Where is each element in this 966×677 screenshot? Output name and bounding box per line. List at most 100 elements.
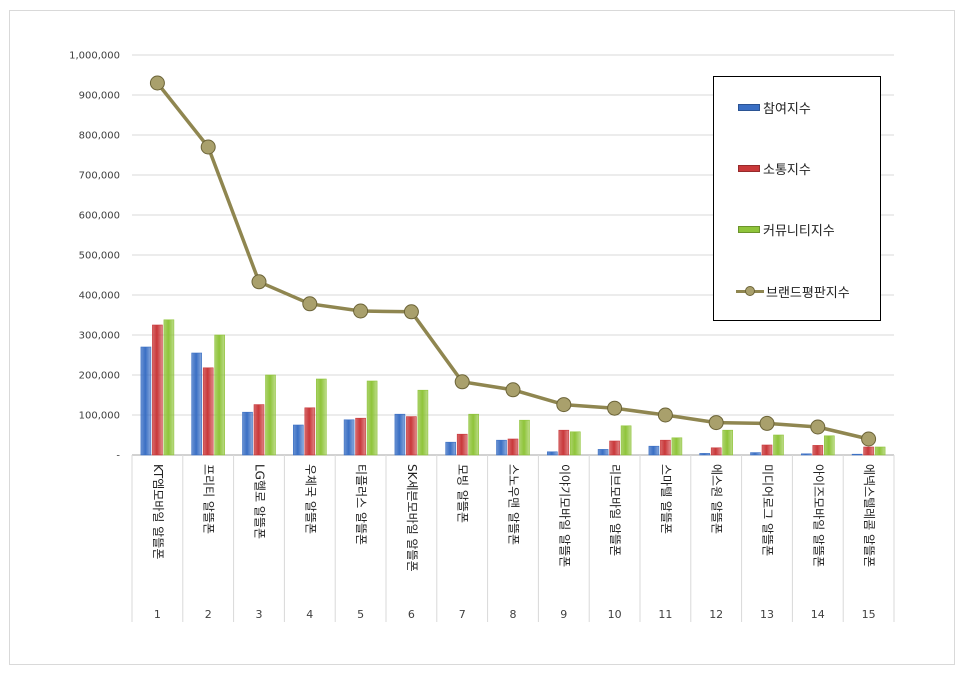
bar-1-8	[558, 429, 570, 456]
legend-label-community: 커뮤니티지수	[763, 223, 835, 239]
brand-reputation-point-13	[810, 419, 826, 435]
bar-0-10	[648, 445, 660, 456]
rank-label: 14	[811, 608, 825, 621]
bar-0-6	[445, 441, 457, 456]
bar-1-2	[253, 404, 265, 456]
y-tick-label: 800,000	[79, 131, 120, 142]
rank-label: 9	[560, 608, 567, 621]
bar-0-7	[496, 439, 507, 456]
bar-2-5	[417, 389, 429, 456]
rank-label: 12	[709, 608, 723, 621]
category-label: 미디어로그 알뜰폰	[761, 464, 775, 556]
bar-1-4	[355, 417, 366, 456]
legend-swatch-community	[738, 225, 760, 233]
rank-label: 2	[205, 608, 212, 621]
bar-0-9	[597, 449, 609, 456]
bar-0-4	[343, 419, 355, 456]
legend-label-communication: 소통지수	[763, 162, 811, 178]
bar-1-6	[456, 433, 468, 456]
bar-2-1	[214, 334, 225, 456]
bar-1-11	[710, 447, 722, 456]
category-label: LG헬로 알뜰폰	[253, 464, 267, 539]
category-label: 아이즈모바일 알뜰폰	[811, 464, 825, 567]
y-tick-label: 900,000	[79, 91, 120, 102]
brand-reputation-point-14	[861, 431, 877, 447]
bar-0-5	[394, 413, 406, 456]
category-label: 스마텔 알뜰폰	[659, 464, 673, 534]
y-tick-label: 700,000	[79, 171, 120, 182]
chart-legend: 참여지수 소통지수 커뮤니티지수 브랜드평판지수	[713, 76, 881, 321]
brand-reputation-point-0	[149, 75, 165, 91]
brand-reputation-point-11	[708, 415, 724, 431]
bar-2-6	[468, 413, 480, 456]
bar-0-13	[800, 453, 812, 456]
brand-reputation-point-2	[251, 274, 267, 290]
legend-swatch-participation	[738, 103, 760, 111]
y-tick-label: 1,000,000	[69, 51, 120, 62]
legend-swatch-brand-reputation	[736, 285, 764, 297]
y-tick-label: -	[116, 451, 120, 462]
y-tick-label: 500,000	[79, 251, 120, 262]
category-label: 모빙 알뜰폰	[456, 464, 470, 523]
bar-1-1	[202, 367, 214, 456]
bar-1-3	[304, 407, 316, 456]
bar-0-2	[242, 411, 253, 456]
brand-reputation-point-7	[505, 382, 521, 398]
category-label: 리브모바일 알뜰폰	[608, 464, 622, 556]
rank-label: 10	[608, 608, 622, 621]
brand-reputation-point-3	[302, 296, 318, 312]
rank-label: 8	[510, 608, 517, 621]
rank-label: 4	[306, 608, 313, 621]
bar-0-3	[292, 424, 304, 456]
bar-2-13	[823, 435, 835, 456]
category-label: 프리티 알뜰폰	[202, 464, 216, 534]
bar-2-12	[773, 434, 784, 456]
bar-1-14	[863, 446, 874, 456]
rank-label: 3	[256, 608, 263, 621]
category-label: KT엠모바일 알뜰폰	[151, 464, 165, 559]
bar-2-4	[366, 380, 378, 456]
bar-0-12	[750, 452, 761, 456]
legend-label-participation: 참여지수	[763, 101, 811, 117]
bar-0-0	[140, 346, 152, 456]
bar-2-11	[722, 429, 734, 456]
bar-0-14	[851, 453, 863, 456]
bar-2-8	[569, 431, 581, 456]
legend-item-community: 커뮤니티지수	[714, 219, 835, 239]
legend-item-participation: 참여지수	[714, 97, 811, 117]
bar-2-3	[315, 378, 327, 456]
bar-1-12	[761, 444, 773, 456]
y-tick-label: 100,000	[79, 411, 120, 422]
category-label: 우체국 알뜰폰	[303, 464, 317, 534]
bar-2-2	[265, 374, 276, 456]
brand-reputation-point-6	[454, 374, 470, 390]
bar-2-9	[620, 425, 632, 456]
brand-reputation-point-1	[200, 139, 216, 155]
brand-reputation-point-8	[556, 397, 572, 413]
rank-label: 6	[408, 608, 415, 621]
bar-0-8	[546, 451, 558, 456]
bar-2-0	[163, 319, 175, 456]
y-tick-label: 400,000	[79, 291, 120, 302]
rank-label: 11	[658, 608, 672, 621]
y-tick-label: 200,000	[79, 371, 120, 382]
category-label: 스노우맨 알뜰폰	[507, 464, 521, 545]
bar-1-10	[660, 439, 671, 456]
category-label: SK세븐모바일 알뜰폰	[405, 464, 419, 572]
bar-2-10	[671, 437, 683, 456]
legend-item-brand-reputation: 브랜드평판지수	[714, 281, 850, 301]
bar-0-1	[191, 352, 202, 456]
brand-reputation-point-9	[607, 400, 623, 416]
brand-reputation-point-10	[657, 407, 673, 423]
legend-item-communication: 소통지수	[714, 158, 811, 178]
category-label: 에넥스텔레콤 알뜰폰	[862, 464, 876, 567]
category-label: 이야기모바일 알뜰폰	[557, 464, 571, 567]
legend-swatch-communication	[738, 164, 760, 172]
category-label: 에스원 알뜰폰	[710, 464, 724, 534]
bar-0-11	[699, 453, 711, 456]
rank-label: 5	[357, 608, 364, 621]
brand-reputation-point-5	[403, 304, 419, 320]
bar-2-7	[519, 419, 530, 456]
brand-reputation-point-4	[353, 303, 369, 319]
